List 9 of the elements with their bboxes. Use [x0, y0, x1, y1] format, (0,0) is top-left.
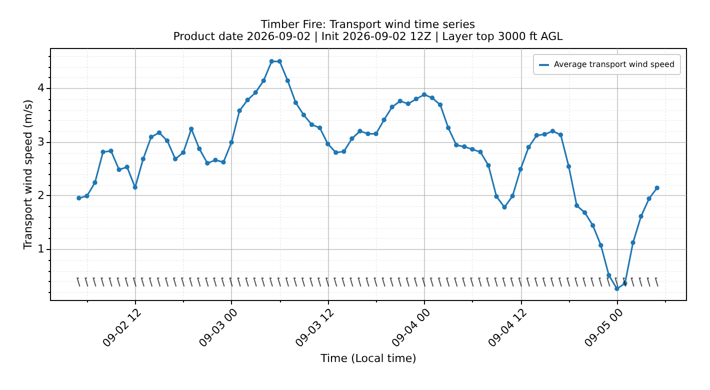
y-axis-title: Transport wind speed (m/s) — [22, 99, 34, 251]
chart-title: Timber Fire: Transport wind time series — [260, 18, 476, 31]
y-tick-label: 2 — [38, 188, 44, 202]
legend-label: Average transport wind speed — [554, 60, 675, 69]
y-tick-label: 1 — [38, 242, 44, 256]
y-tick-label: 4 — [38, 82, 44, 95]
y-tick-label: 3 — [38, 135, 44, 148]
x-axis-title: Time (Local time) — [320, 352, 416, 366]
chart-subtitle: Product date 2026-09-02 | Init 2026-09-02 12Z | Layer top 3000 ft AGL — [173, 30, 564, 43]
